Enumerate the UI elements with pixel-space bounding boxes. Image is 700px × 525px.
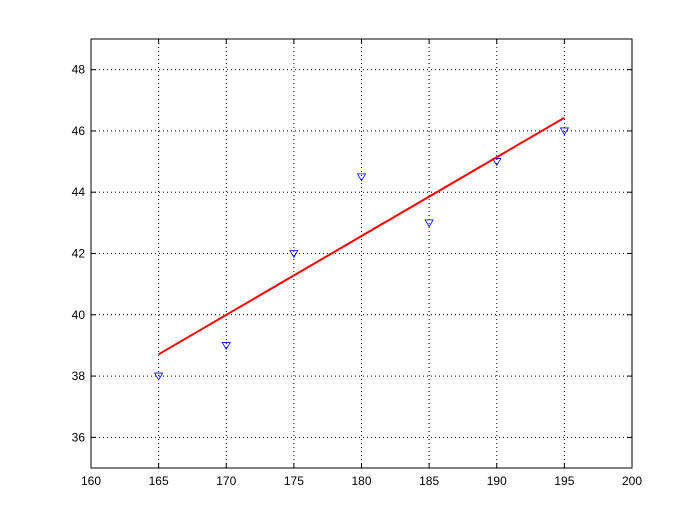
y-tick-label: 42	[72, 247, 86, 261]
axis-ticks	[90, 39, 633, 468]
x-tick-label: 200	[622, 474, 642, 488]
x-tick-label: 170	[216, 474, 236, 488]
y-tick-label: 48	[72, 63, 86, 77]
fit-line	[158, 116, 565, 356]
data-point-marker	[492, 158, 502, 167]
data-point-marker	[356, 173, 367, 182]
y-tick-label: 44	[72, 185, 86, 199]
y-tick-label: 40	[72, 308, 86, 322]
x-tick-label: 180	[351, 474, 371, 488]
data-point-marker	[153, 372, 164, 381]
data-point-marker	[289, 250, 299, 259]
y-tick-label: 46	[72, 124, 86, 138]
tick-labels: 160 165 170 175 180 185 190 195 200 36 38 40 42 44 46 4…	[72, 63, 643, 488]
x-tick-label: 185	[419, 474, 439, 488]
y-tick-label: 36	[72, 430, 86, 444]
plot-frame	[90, 38, 633, 469]
x-tick-label: 195	[554, 474, 574, 488]
x-tick-label: 165	[149, 474, 169, 488]
data-point-marker	[424, 219, 434, 228]
data-point-marker	[221, 342, 231, 351]
data-series	[153, 116, 570, 381]
x-tick-label: 175	[284, 474, 304, 488]
plot-background	[91, 39, 632, 468]
y-tick-label: 38	[72, 369, 86, 383]
data-point-marker	[559, 127, 570, 136]
x-tick-label: 160	[81, 474, 101, 488]
x-tick-label: 190	[487, 474, 507, 488]
